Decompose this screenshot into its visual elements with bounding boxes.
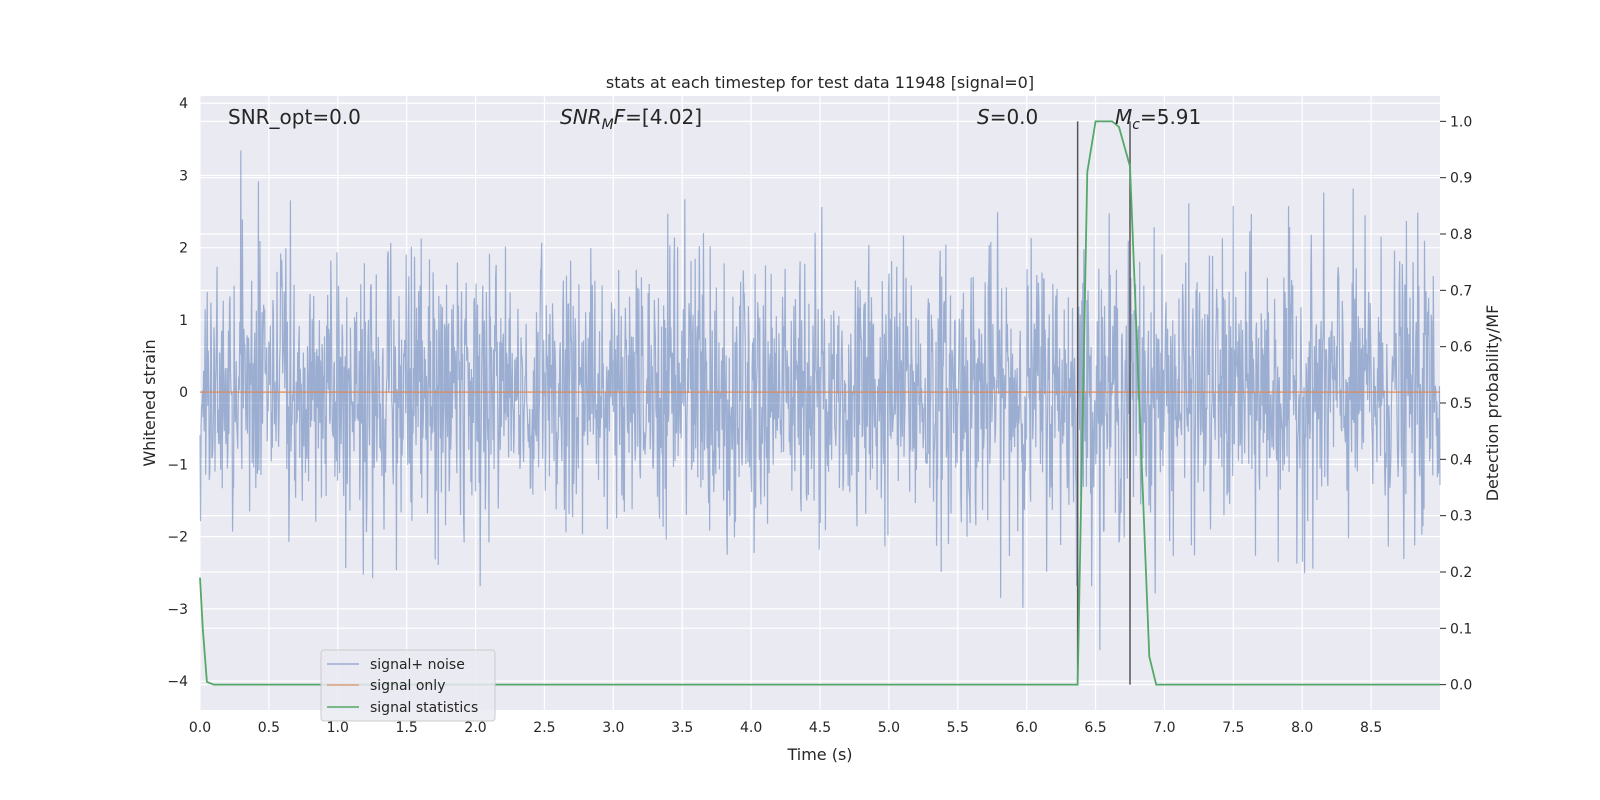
y-axis-label: Whitened strain <box>140 339 159 466</box>
y-tick-label-6: −2 <box>167 530 188 546</box>
annotation-snr-mf: SNRMF=[4.02] <box>560 105 702 133</box>
y-tick-label-8: −4 <box>167 674 188 690</box>
y-right-tick-labels: 1.0 0.9 0.8 0.7 0.6 0.5 0.4 0.3 0.2 0.1 0.0 <box>1440 114 1472 694</box>
x-tick-label-1: 0.5 <box>258 720 280 736</box>
y-tick-label-0: 4 <box>179 96 188 112</box>
annotation-snr-mf-sub: M <box>602 117 614 133</box>
annotation-s-main: S <box>977 105 990 129</box>
series-signal-statistics <box>199 120 1440 686</box>
legend-label-signal-only: signal only <box>370 678 445 694</box>
vertical-markers <box>1076 121 1131 685</box>
y-right-tick-label-9: 0.1 <box>1450 621 1472 637</box>
y-right-tick-label-2: 0.8 <box>1450 227 1472 243</box>
x-tick-label-16: 8.0 <box>1291 720 1313 736</box>
y-right-tick-label-4: 0.6 <box>1450 340 1472 356</box>
annotation-s: S=0.0 <box>977 105 1038 129</box>
annotation-mc-sub: c <box>1132 117 1140 133</box>
x-tick-label-7: 3.5 <box>671 720 693 736</box>
x-tick-label-15: 7.5 <box>1222 720 1244 736</box>
x-tick-label-11: 5.5 <box>947 720 969 736</box>
y-tick-label-4: 0 <box>179 385 188 401</box>
legend-label-signal-noise: signal+ noise <box>370 657 465 673</box>
x-tick-label-4: 2.0 <box>464 720 486 736</box>
annotation-s-rest: =0.0 <box>990 105 1039 129</box>
x-tick-labels: 0.0 0.5 1.0 1.5 2.0 2.5 3.0 3.5 4.0 4.5 5.0 5.5 6.0 6… <box>189 720 1382 736</box>
legend: signal+ noise signal only signal statist… <box>320 649 496 722</box>
annotation-snr-mf-value: =[4.02] <box>625 105 702 129</box>
x-tick-label-6: 3.0 <box>602 720 624 736</box>
series-signal-noise <box>199 150 1441 651</box>
y-tick-label-1: 3 <box>179 168 188 184</box>
y-tick-label-2: 2 <box>179 241 188 257</box>
y-tick-label-7: −3 <box>167 602 188 618</box>
x-tick-label-0: 0.0 <box>189 720 211 736</box>
x-tick-label-10: 5.0 <box>878 720 900 736</box>
x-axis-label: Time (s) <box>786 745 852 764</box>
legend-label-signal-statistics: signal statistics <box>370 700 478 716</box>
x-tick-label-2: 1.0 <box>327 720 349 736</box>
y-right-tick-label-10: 0.0 <box>1450 678 1472 694</box>
y-right-tick-label-6: 0.4 <box>1450 452 1472 468</box>
x-tick-label-9: 4.5 <box>809 720 831 736</box>
x-tick-label-3: 1.5 <box>396 720 418 736</box>
y-tick-label-5: −1 <box>167 457 188 473</box>
x-tick-label-5: 2.5 <box>533 720 555 736</box>
annotation-snr-mf-main: SNR <box>560 105 602 129</box>
x-tick-label-8: 4.0 <box>740 720 762 736</box>
y-right-tick-label-0: 1.0 <box>1450 114 1472 130</box>
signal-noise-line <box>199 150 1441 651</box>
x-tick-label-12: 6.0 <box>1016 720 1038 736</box>
y-right-tick-label-3: 0.7 <box>1450 283 1472 299</box>
annotation-mc-main: M <box>1115 105 1132 129</box>
legend-box <box>320 649 496 722</box>
x-tick-label-17: 8.5 <box>1360 720 1382 736</box>
y-right-tick-label-8: 0.2 <box>1450 565 1472 581</box>
y-tick-label-3: 1 <box>179 313 188 329</box>
y-right-axis-label: Detection probability/MF <box>1483 305 1502 502</box>
y-right-tick-label-5: 0.5 <box>1450 396 1472 412</box>
y-right-tick-label-1: 0.9 <box>1450 171 1472 187</box>
x-tick-label-13: 6.5 <box>1084 720 1106 736</box>
y-right-tick-label-7: 0.3 <box>1450 509 1472 525</box>
y-tick-labels: 4 3 2 1 0 −1 −2 −3 −4 <box>167 96 188 690</box>
annotation-mc: Mc=5.91 <box>1115 105 1201 133</box>
annotation-snr-mf-rest: F <box>614 105 626 129</box>
x-tick-label-14: 7.0 <box>1153 720 1175 736</box>
annotation-mc-rest: =5.91 <box>1140 105 1201 129</box>
chart-title: stats at each timestep for test data 119… <box>606 73 1034 92</box>
signal-statistics-line <box>199 120 1440 686</box>
annotation-snr-opt: SNR_opt=0.0 <box>228 105 361 129</box>
